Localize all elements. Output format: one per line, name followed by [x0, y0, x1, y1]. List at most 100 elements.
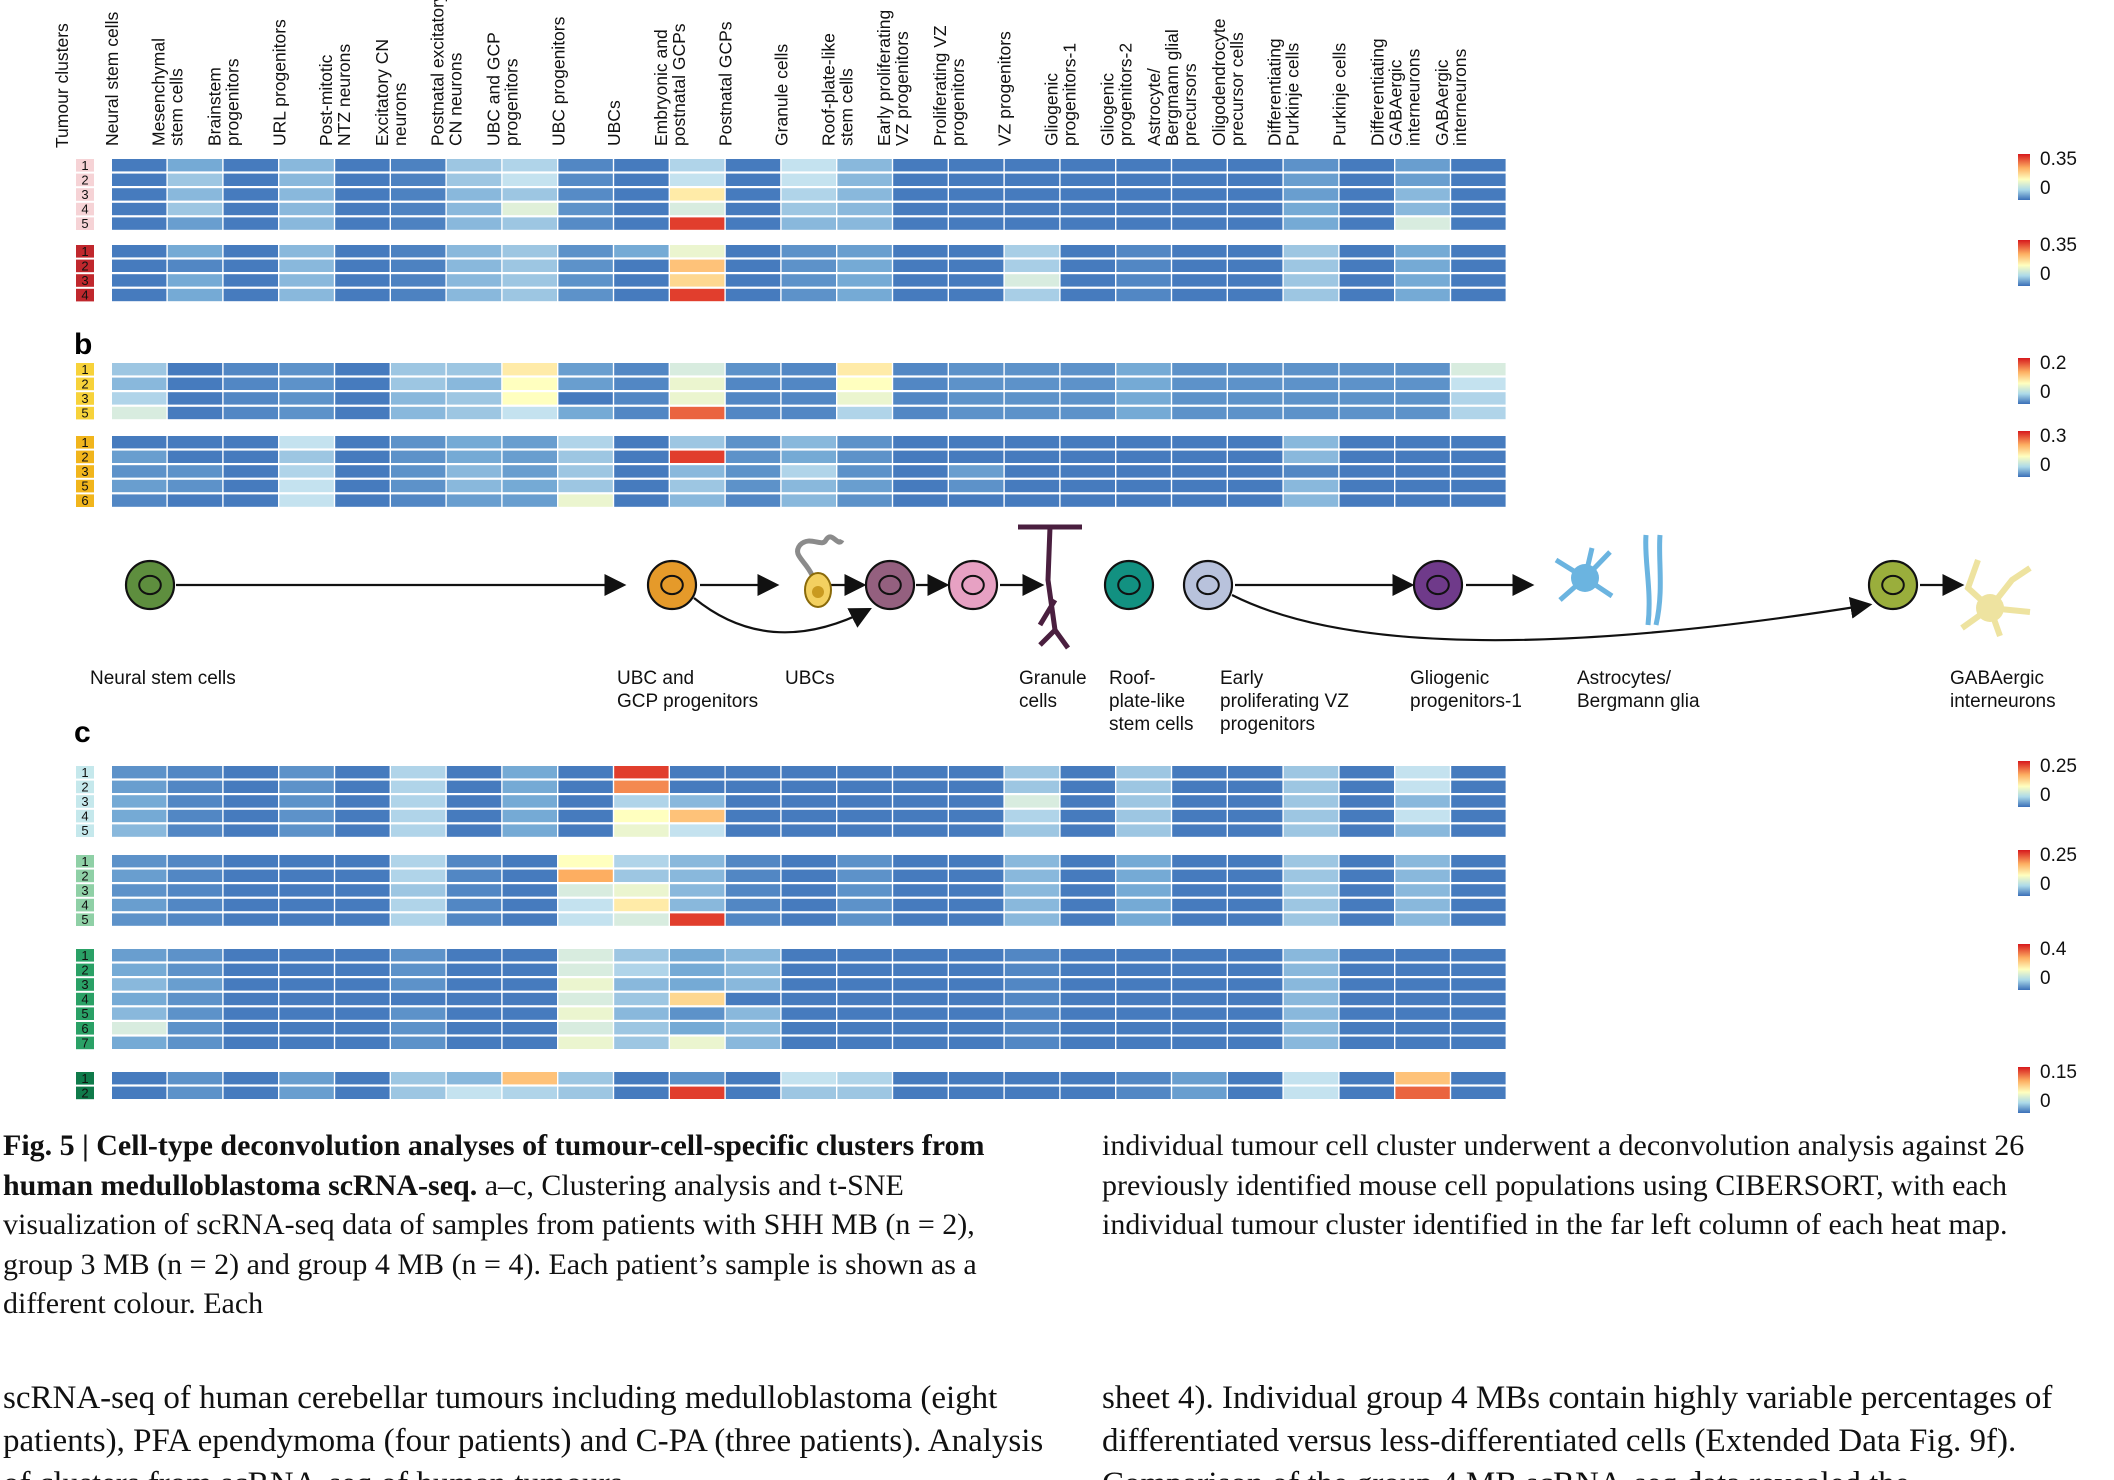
- heatmap-cell: [391, 363, 446, 376]
- heatmap-cell: [446, 450, 502, 463]
- heatmap-cell: [1451, 978, 1506, 991]
- heatmap-cell: [279, 963, 334, 976]
- heatmap-cell: [1116, 274, 1171, 287]
- heatmap-cell: [391, 377, 446, 390]
- color-scale-bar: [2018, 850, 2030, 896]
- heatmap-cell: [670, 1022, 725, 1035]
- heatmap-cell: [335, 1036, 390, 1049]
- column-label: Purkinje cells: [1283, 43, 1303, 146]
- color-scale-bar: [2018, 1067, 2030, 1113]
- heatmap-cell: [391, 450, 446, 463]
- heatmap-cell: [446, 780, 502, 793]
- heatmap-cell: [1172, 259, 1227, 272]
- heatmap-cell: [1172, 963, 1227, 976]
- heatmap-cell: [279, 809, 334, 823]
- heatmap-cell: [1172, 217, 1227, 230]
- scale-max-label: 0.25: [2040, 845, 2077, 866]
- heatmap-cell: [670, 1036, 725, 1049]
- heatmap-cell: [335, 913, 390, 926]
- heatmap-cell: [949, 1007, 1004, 1020]
- heatmap-cell: [670, 173, 725, 186]
- trajectory-label-line: proliferating VZ: [1220, 691, 1349, 712]
- cluster-badge: [76, 288, 94, 302]
- heatmap-cell: [1451, 855, 1506, 868]
- heatmap-cell: [893, 992, 948, 1006]
- heatmap-cell: [1283, 824, 1339, 837]
- heatmap-cell: [335, 780, 390, 793]
- cluster-badge: [76, 159, 94, 172]
- heatmap-cell: [893, 1036, 948, 1049]
- heatmap-cell: [1060, 259, 1115, 272]
- heatmap-cell: [391, 1072, 446, 1085]
- heatmap-cell: [446, 1072, 502, 1085]
- heatmap-cell: [1060, 824, 1115, 837]
- heatmap-cell: [279, 766, 334, 779]
- heatmap-cell: [1339, 913, 1394, 926]
- heatmap-cell: [558, 1072, 613, 1085]
- heatmap-cell: [1116, 978, 1171, 991]
- heatmap-cell: [391, 978, 446, 991]
- heatmap-cell: [781, 188, 836, 201]
- gliogenic-cell: [1412, 559, 1464, 611]
- heatmap-cell: [837, 392, 892, 405]
- heatmap-cell: [279, 363, 334, 376]
- heatmap-cell: [1116, 288, 1171, 302]
- heatmap-cell: [1060, 992, 1115, 1006]
- cell-nucleus: [138, 574, 162, 596]
- heatmap-cell: [112, 392, 167, 405]
- heatmap-cell: [614, 992, 669, 1006]
- heatmap-cell: [725, 259, 781, 272]
- heatmap-cell: [1228, 1086, 1283, 1099]
- heatmap-cell: [223, 795, 278, 808]
- heatmap-cell: [1283, 202, 1339, 216]
- heatmap-cell: [446, 363, 502, 376]
- heatmap-cell: [1283, 1007, 1339, 1020]
- heatmap-cell: [893, 913, 948, 926]
- heatmap-cell: [1060, 898, 1115, 912]
- heatmap-cell: [837, 1022, 892, 1035]
- heatmap-cell: [949, 809, 1004, 823]
- heatmap-cell: [1395, 884, 1450, 897]
- heatmap-cell: [837, 913, 892, 926]
- heatmap-cell: [781, 992, 836, 1006]
- heatmap-cell: [1004, 780, 1060, 793]
- heatmap-cell: [446, 465, 502, 478]
- heatmap-cell: [279, 780, 334, 793]
- heatmap-cell: [112, 363, 167, 376]
- cluster-number: 3: [81, 883, 88, 898]
- cluster-badge: [76, 377, 94, 391]
- column-label: Granule cells: [772, 44, 792, 146]
- cluster-badge: [76, 855, 94, 868]
- heatmap-cell: [1116, 173, 1171, 186]
- heatmap-cell: [837, 288, 892, 302]
- heatmap-cell: [335, 824, 390, 837]
- cluster-badge: [76, 898, 94, 912]
- column-label: Roof-plate-like: [818, 33, 838, 146]
- column-label: Excitatory CN: [372, 39, 392, 146]
- heatmap-cell: [670, 824, 725, 837]
- heatmap-cell: [614, 245, 669, 258]
- heatmap-cell: [112, 377, 167, 390]
- column-label: VZ progenitors: [892, 31, 912, 146]
- cluster-number: 3: [81, 464, 88, 479]
- heatmap-cell: [670, 450, 725, 463]
- heatmap-cell: [1004, 259, 1060, 272]
- heatmap-cell: [391, 436, 446, 449]
- heatmap-cell: [1339, 978, 1394, 991]
- cluster-number: 5: [81, 479, 88, 494]
- body-text-left: scRNA-seq of human cerebellar tumours in…: [3, 1380, 1044, 1480]
- heatmap-cell: [670, 377, 725, 390]
- heatmap-cell: [949, 963, 1004, 976]
- heatmap-cell: [1004, 1007, 1060, 1020]
- heatmap-cell: [837, 1086, 892, 1099]
- heatmap-cell: [893, 780, 948, 793]
- cluster-badge: [76, 1007, 94, 1020]
- heatmap-cell: [1116, 259, 1171, 272]
- heatmap-cell: [446, 963, 502, 976]
- heatmap-cell: [893, 898, 948, 912]
- heatmap-cell: [1004, 406, 1060, 420]
- heatmap-cell: [112, 898, 167, 912]
- heatmap-cell: [446, 274, 502, 287]
- heatmap-cell: [893, 450, 948, 463]
